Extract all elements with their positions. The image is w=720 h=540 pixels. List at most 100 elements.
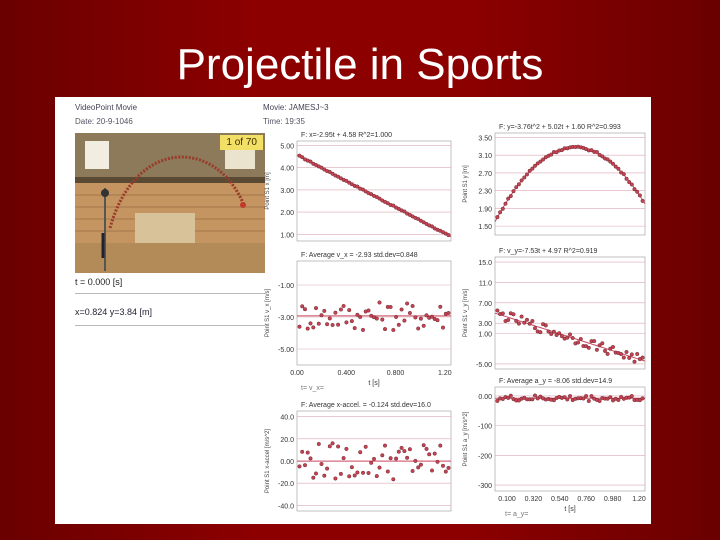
data-point <box>427 452 432 457</box>
data-point <box>637 193 642 198</box>
data-point <box>330 322 335 327</box>
data-point <box>352 473 357 478</box>
y-tick-label: 0.00 <box>280 459 294 466</box>
data-point <box>565 335 570 340</box>
x-tick-label: 0.540 <box>551 496 569 503</box>
data-point <box>429 224 434 229</box>
data-point <box>516 398 521 403</box>
x-tick-label: 1.20 <box>438 370 452 377</box>
y-tick-label: 2.30 <box>478 189 492 196</box>
data-point <box>524 317 529 322</box>
data-point <box>319 313 324 318</box>
fit-label: F: v_y=-7.53t + 4.97 R^2=0.919 <box>499 248 598 255</box>
data-point <box>355 470 360 475</box>
time-readout: t = 0.000 [s] <box>75 277 123 287</box>
gym-scene-image <box>75 133 265 273</box>
y-tick-label: 2.00 <box>280 210 294 217</box>
y-axis-label: Point S1 y [m] <box>463 165 469 203</box>
data-point <box>322 473 327 478</box>
data-point <box>594 150 599 155</box>
plot-y-vs-t[interactable]: F: y=-3.76t^2 + 5.02t + 1.60 R^2=0.993 Po… <box>459 119 649 239</box>
data-point <box>567 332 572 337</box>
y-tick-label: 3.50 <box>478 135 492 142</box>
data-point <box>514 185 519 190</box>
x-tick-label: 1.20 <box>632 496 646 503</box>
data-point <box>297 324 302 329</box>
data-point <box>360 470 365 475</box>
data-point <box>308 321 313 326</box>
data-point <box>530 397 535 402</box>
data-point <box>360 187 365 192</box>
data-point <box>551 398 556 403</box>
data-point <box>519 178 524 183</box>
data-point <box>358 314 363 319</box>
data-point <box>377 196 382 201</box>
data-point <box>584 394 589 399</box>
data-point <box>311 325 316 330</box>
data-point <box>424 313 429 318</box>
data-point <box>363 444 368 449</box>
data-point <box>314 306 319 311</box>
y-tick-label: 20.0 <box>280 437 294 444</box>
data-point <box>325 322 330 327</box>
data-point <box>336 322 341 327</box>
data-point <box>377 465 382 470</box>
fit-label: F: Average a_y = -8.06 std.dev=14.9 <box>499 378 612 385</box>
data-point <box>532 163 537 168</box>
y-tick-label: -300 <box>478 483 492 490</box>
data-point <box>506 196 511 201</box>
data-point <box>413 315 418 320</box>
y-tick-label: 7.00 <box>478 301 492 308</box>
data-point <box>341 304 346 309</box>
data-point <box>333 476 338 481</box>
movie-time: Time: 19:35 <box>263 117 305 126</box>
plot-vy-vs-t[interactable]: F: v_y=-7.53t + 4.97 R^2=0.919 Point S1 v… <box>459 243 649 373</box>
x-tick-label: 0.400 <box>338 370 356 377</box>
plot-vx-vs-t[interactable]: F: Average v_x = -2.93 std.dev=0.848 Poin… <box>261 247 455 387</box>
data-point <box>616 166 621 171</box>
data-point <box>438 304 443 309</box>
y-tick-label: -40.0 <box>278 503 294 510</box>
data-point <box>559 148 564 153</box>
data-point <box>549 152 554 157</box>
plot-ay-vs-t[interactable]: F: Average a_y = -8.06 std.dev=14.9 Point… <box>459 373 649 513</box>
data-point <box>597 399 602 404</box>
plot-x-vs-t[interactable]: F: x=-2.95t + 4.58 R^2=1.000 Point S1 x [… <box>261 127 455 245</box>
data-point <box>557 331 562 336</box>
x-tick-label: 0.980 <box>604 496 622 503</box>
footer-right: t= a_y= <box>505 511 529 518</box>
plot-ax-vs-t[interactable]: F: Average x-accel. = -0.124 std.dev=16.… <box>261 397 455 515</box>
data-point <box>610 161 615 166</box>
y-axis-label: Point S1 x [m] <box>265 172 271 210</box>
data-point <box>637 398 642 403</box>
data-point <box>435 318 440 323</box>
data-point <box>549 331 554 336</box>
data-point <box>377 300 382 305</box>
data-point <box>508 393 513 398</box>
y-tick-label: 40.0 <box>280 415 294 422</box>
data-point <box>503 201 508 206</box>
data-point <box>600 341 605 346</box>
data-point <box>562 395 567 400</box>
data-point <box>382 443 387 448</box>
data-point <box>446 233 451 238</box>
data-point <box>336 444 341 449</box>
data-point <box>527 168 532 173</box>
data-point <box>530 318 535 323</box>
data-point <box>524 172 529 177</box>
data-point <box>522 175 527 180</box>
data-point <box>344 446 349 451</box>
data-point <box>416 465 421 470</box>
video-frame[interactable]: 1 of 70 <box>75 133 265 273</box>
data-point <box>297 464 302 469</box>
y-tick-label: 2.70 <box>478 171 492 178</box>
data-point <box>495 215 500 220</box>
data-point <box>511 312 516 317</box>
y-tick-label: -200 <box>478 453 492 460</box>
y-tick-label: 11.0 <box>479 280 492 287</box>
data-point <box>374 474 379 479</box>
data-point <box>532 326 537 331</box>
y-tick-label: 3.00 <box>280 188 294 195</box>
data-point <box>388 456 393 461</box>
data-point <box>380 453 385 458</box>
